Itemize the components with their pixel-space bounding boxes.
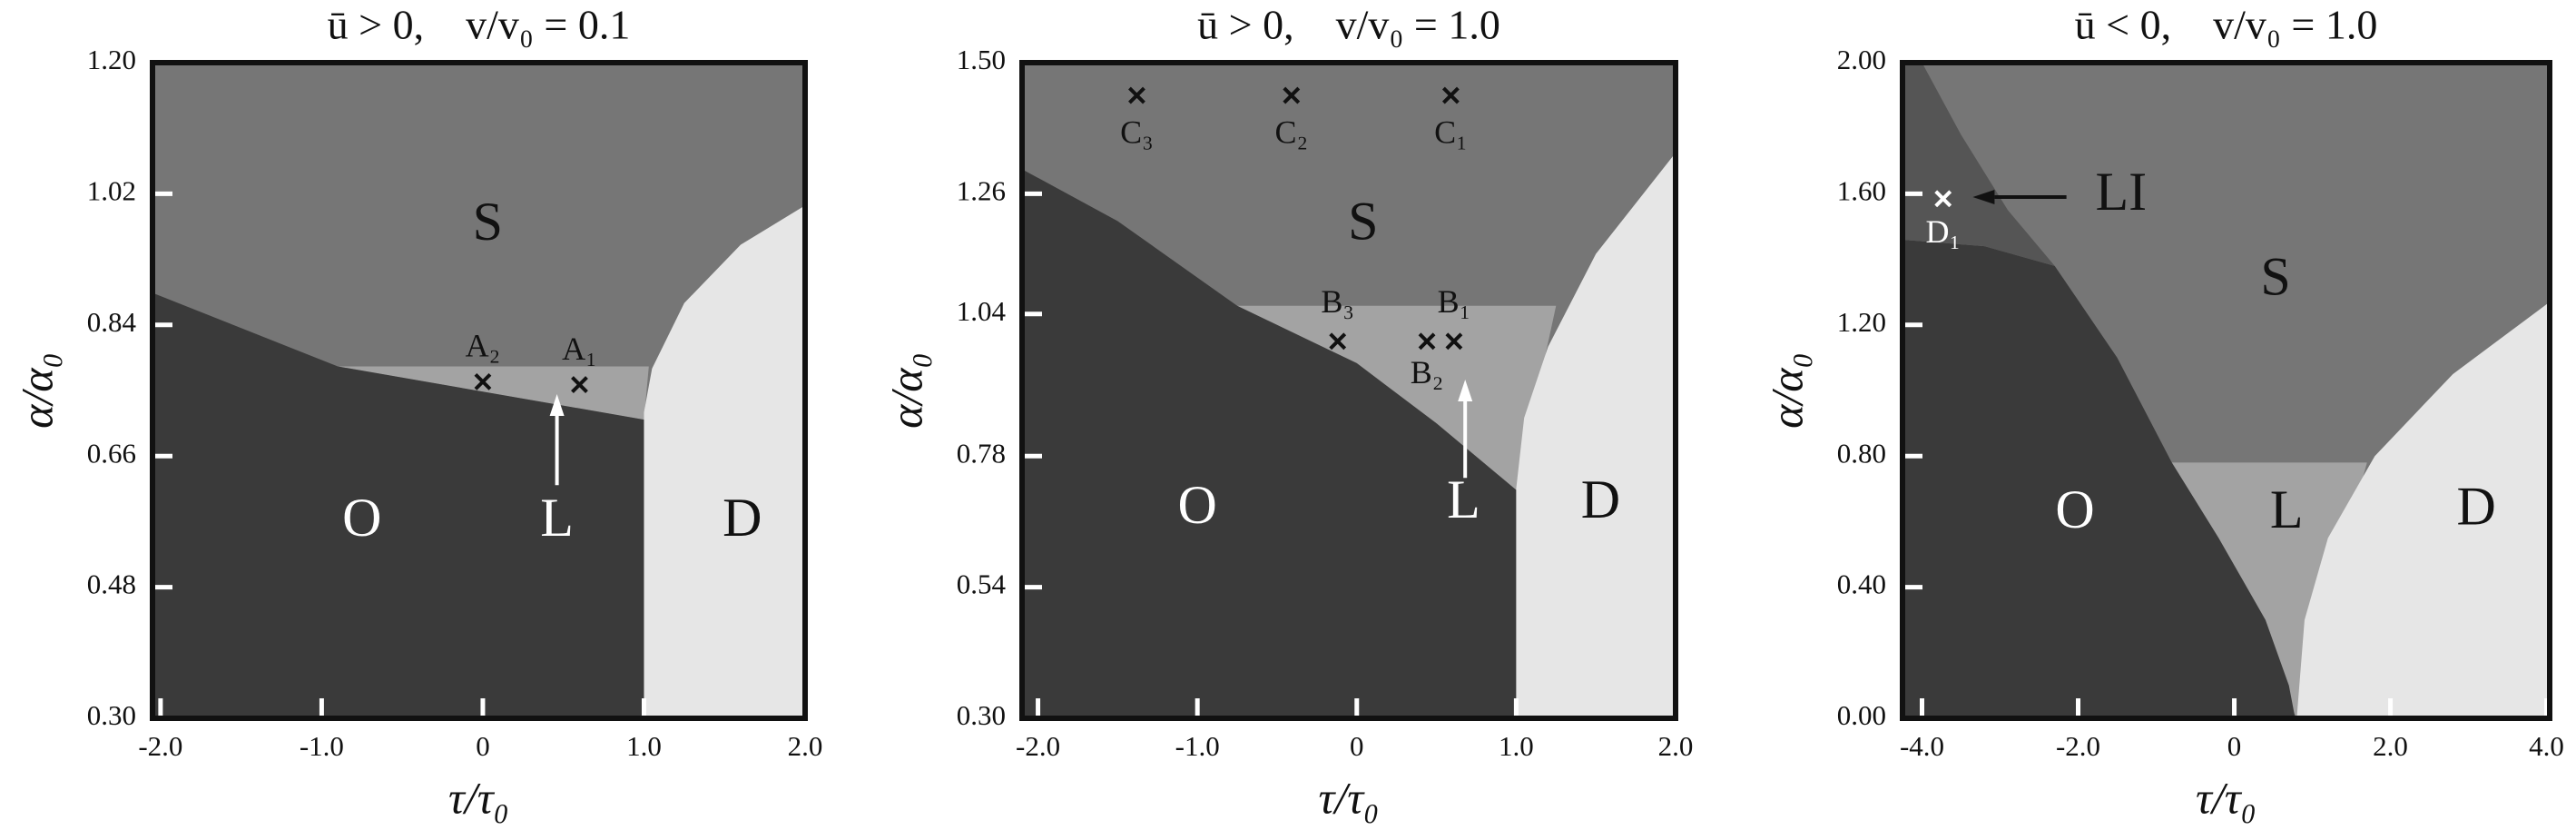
y-tick-label: 0.30 xyxy=(87,699,136,731)
phase-region xyxy=(152,292,644,718)
x-tick-label: 0 xyxy=(476,730,490,762)
x-tick-label: 1.0 xyxy=(626,730,662,762)
x-tick-label: 0 xyxy=(1350,730,1364,762)
y-tick-label: 0.66 xyxy=(87,437,136,469)
point-marker xyxy=(1329,332,1347,351)
y-tick-label: 0.40 xyxy=(1837,568,1886,600)
x-tick-label: 2.0 xyxy=(2373,730,2408,762)
plot-frame xyxy=(1019,60,1678,721)
y-tick-label: 0.30 xyxy=(957,699,1006,731)
y-tick-label: 1.20 xyxy=(87,44,136,75)
panel: S L O LI D D₁ xyxy=(1903,63,2550,718)
phase-region xyxy=(1903,63,2055,266)
point-label: B₁ xyxy=(1438,283,1471,320)
x-tick-label: 2.0 xyxy=(788,730,823,762)
y-tick-label: 0.80 xyxy=(1837,437,1886,469)
point-label: D₁ xyxy=(1925,213,1961,250)
x-tick-label: -1.0 xyxy=(300,730,344,762)
panel: S L O D C₃ C₂ C₁ B₃ B₂ B₁ xyxy=(1022,63,1676,718)
point-marker xyxy=(1283,86,1301,104)
phase-region xyxy=(1516,153,1676,718)
y-tick-label: 1.20 xyxy=(1837,306,1886,338)
x-tick-label: -4.0 xyxy=(1900,730,1944,762)
point-marker xyxy=(1441,86,1460,104)
point-label: A₂ xyxy=(466,328,501,364)
y-tick-label: 0.54 xyxy=(957,568,1007,600)
y-axis-label: α/α₀ xyxy=(1761,352,1812,429)
phase-region xyxy=(2171,462,2367,718)
y-tick-label: 0.84 xyxy=(87,306,137,338)
phase-region xyxy=(1903,239,2296,718)
point-marker xyxy=(474,372,492,390)
point-label: A₁ xyxy=(562,331,597,367)
y-tick-label: 0.78 xyxy=(957,437,1006,469)
panel: S L O D A₂ A₁ xyxy=(152,63,805,718)
arrow-head xyxy=(1972,190,1995,205)
point-label: B₂ xyxy=(1411,354,1444,390)
phase-region xyxy=(644,205,805,718)
y-axis-label: α/α₀ xyxy=(880,352,931,429)
y-tick-label: 2.00 xyxy=(1837,44,1886,75)
region-label: O xyxy=(1177,475,1216,535)
plot-frame xyxy=(1900,60,2552,721)
phase-region xyxy=(338,366,649,420)
x-tick-label: 4.0 xyxy=(2529,730,2564,762)
panel-title: ū > 0, v/v₀ = 1.0 xyxy=(1197,2,1500,48)
point-marker xyxy=(571,376,588,393)
x-axis-label: τ/τ₀ xyxy=(448,772,509,823)
region-label: S xyxy=(2260,247,2290,307)
region-label: S xyxy=(473,192,503,252)
point-marker xyxy=(1934,190,1952,208)
panel-title: ū < 0, v/v₀ = 1.0 xyxy=(2075,2,2378,48)
region-label: O xyxy=(2055,479,2094,539)
region-label: S xyxy=(1348,191,1378,251)
x-tick-label: -1.0 xyxy=(1175,730,1220,762)
y-tick-label: 0.00 xyxy=(1837,699,1886,731)
point-marker xyxy=(1128,86,1145,104)
region-label: O xyxy=(342,488,381,548)
y-axis-label: α/α₀ xyxy=(11,352,62,429)
region-label: D xyxy=(723,488,762,548)
region-label: L xyxy=(2270,479,2304,539)
panel-title: ū > 0, v/v₀ = 0.1 xyxy=(328,2,631,48)
point-label: C₂ xyxy=(1274,114,1308,150)
arrow-head xyxy=(549,394,565,417)
region-label: L xyxy=(1447,469,1480,529)
y-tick-label: 1.02 xyxy=(87,175,136,207)
x-tick-label: 1.0 xyxy=(1499,730,1534,762)
y-tick-label: 1.50 xyxy=(957,44,1006,75)
point-label: C₁ xyxy=(1434,114,1468,150)
x-tick-label: 0 xyxy=(2227,730,2242,762)
arrow-head xyxy=(1458,379,1473,401)
x-tick-label: -2.0 xyxy=(1016,730,1060,762)
y-tick-label: 1.04 xyxy=(957,295,1007,327)
x-tick-label: -2.0 xyxy=(138,730,182,762)
phase-region xyxy=(2296,301,2550,718)
region-label: D xyxy=(2456,476,2495,536)
x-tick-label: -2.0 xyxy=(2056,730,2100,762)
region-label: LI xyxy=(2096,162,2148,222)
region-label: L xyxy=(540,488,574,548)
point-label: C₃ xyxy=(1120,114,1154,150)
point-marker xyxy=(1445,332,1463,351)
region-label: D xyxy=(1581,469,1620,529)
point-marker xyxy=(1418,332,1436,351)
point-label: B₃ xyxy=(1321,283,1354,320)
x-axis-label: τ/τ₀ xyxy=(2196,772,2256,823)
x-axis-label: τ/τ₀ xyxy=(1318,772,1379,823)
y-tick-label: 1.26 xyxy=(957,175,1006,207)
y-tick-label: 1.60 xyxy=(1837,175,1886,207)
plot-frame xyxy=(150,60,808,721)
y-tick-label: 0.48 xyxy=(87,568,136,600)
x-tick-label: 2.0 xyxy=(1658,730,1694,762)
phase-region xyxy=(1022,169,1517,718)
